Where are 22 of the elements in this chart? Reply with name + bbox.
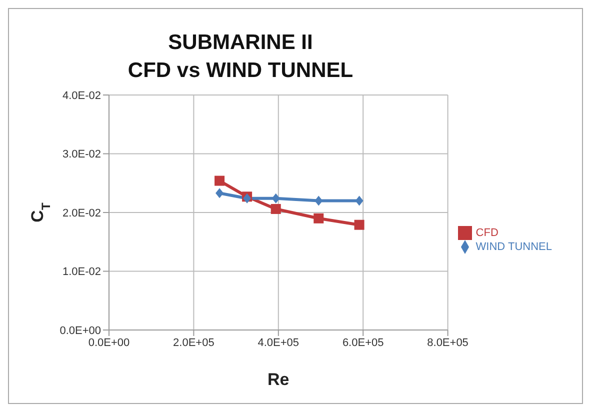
x-tick-label: 8.0E+05 [427,336,468,349]
y-tick-label: 2.0E-02 [62,207,101,220]
chart-title: SUBMARINE II CFD vs WIND TUNNEL [126,30,354,84]
point [216,188,224,198]
y-tick-label: 4.0E-02 [62,90,101,102]
y-tick-label: 3.0E-02 [62,148,101,161]
y-tick-label: 0.0E+00 [60,324,101,337]
point [214,176,225,186]
legend-label: WIND TUNNEL [476,240,552,253]
point [272,193,280,204]
x-tick-label: 2.0E+05 [173,336,214,349]
point [354,220,364,230]
x-axis-title: Re [268,370,290,389]
x-tick-label: 6.0E+05 [342,336,384,349]
legend-label: CFD [476,226,498,239]
point [314,213,324,224]
x-tick-label: 4.0E+05 [258,336,300,349]
point [270,204,281,214]
x-tick-label: 0.0E+00 [88,336,130,349]
point [355,196,364,206]
point [314,196,323,206]
y-tick-label: 1.0E-02 [62,266,101,278]
